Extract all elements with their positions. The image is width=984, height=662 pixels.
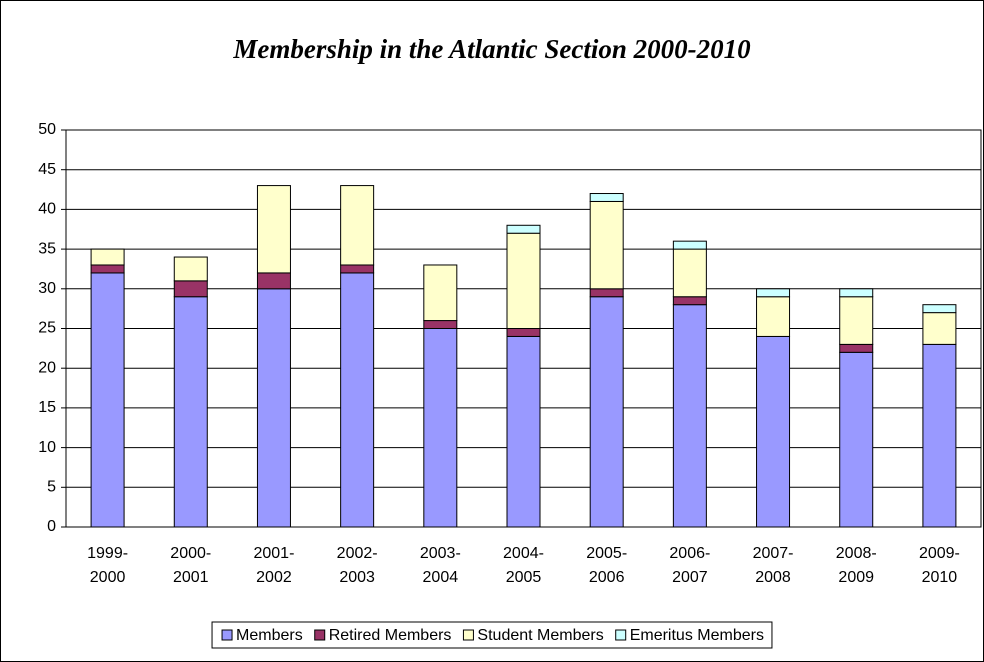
y-tick-label: 25 bbox=[38, 320, 56, 337]
chart-title: Membership in the Atlantic Section 2000-… bbox=[232, 34, 751, 64]
bar-segment bbox=[256, 185, 291, 274]
bar-segment bbox=[340, 264, 375, 274]
legend-swatch bbox=[462, 629, 474, 641]
bar-segment bbox=[756, 296, 791, 337]
bar-segment bbox=[756, 335, 791, 528]
y-tick-label: 45 bbox=[38, 161, 56, 178]
legend-label: Emeritus Members bbox=[630, 627, 764, 644]
bar-segment bbox=[756, 288, 791, 298]
y-tick-label: 0 bbox=[47, 518, 56, 535]
legend-swatch bbox=[221, 629, 233, 641]
legend-label: Retired Members bbox=[329, 627, 452, 644]
legend-label: Members bbox=[236, 627, 303, 644]
bar-segment bbox=[90, 272, 125, 528]
bar-segment bbox=[340, 185, 375, 266]
bar-segment bbox=[173, 296, 208, 528]
y-tick-label: 50 bbox=[38, 121, 56, 138]
bar-segment bbox=[423, 264, 458, 322]
bar-segment bbox=[506, 224, 541, 234]
bar-segment bbox=[589, 200, 624, 290]
x-tick-label: 2006-2007 bbox=[669, 545, 710, 586]
bar-segment bbox=[423, 320, 458, 329]
bar-segment bbox=[256, 272, 291, 290]
bar-segment bbox=[922, 343, 957, 528]
x-tick-label: 2005-2006 bbox=[586, 545, 627, 586]
x-tick-label: 2008-2009 bbox=[836, 545, 877, 586]
bar-segment bbox=[922, 304, 957, 314]
y-tick-label: 15 bbox=[38, 399, 56, 416]
x-tick-label: 2004-2005 bbox=[503, 545, 544, 586]
bar-segment bbox=[839, 288, 874, 298]
legend-swatch bbox=[314, 629, 326, 641]
bar-segment bbox=[922, 312, 957, 345]
bar-segment bbox=[506, 232, 541, 329]
bar-segment bbox=[423, 328, 458, 528]
x-tick-label: 2003-2004 bbox=[420, 545, 461, 586]
y-tick-label: 40 bbox=[38, 201, 56, 218]
x-tick-label: 2000-2001 bbox=[170, 545, 211, 586]
x-tick-label: 2002-2003 bbox=[337, 545, 378, 586]
bar-segment bbox=[589, 193, 624, 202]
y-tick-label: 10 bbox=[38, 439, 56, 456]
x-tick-label: 2001-2002 bbox=[253, 545, 294, 586]
legend-label: Student Members bbox=[477, 627, 603, 644]
bar-segment bbox=[672, 296, 707, 306]
bar-segment bbox=[672, 240, 707, 250]
bar-segment bbox=[839, 343, 874, 353]
x-tick-label: 1999-2000 bbox=[87, 545, 128, 586]
legend-swatch bbox=[615, 629, 627, 641]
legend-box bbox=[211, 621, 773, 649]
bar-segment bbox=[173, 256, 208, 282]
bar-segment bbox=[672, 304, 707, 528]
bar-segment bbox=[672, 248, 707, 298]
y-tick-label: 30 bbox=[38, 280, 56, 297]
bar-segment bbox=[589, 296, 624, 528]
bar-segment bbox=[256, 288, 291, 528]
bar-segment bbox=[839, 351, 874, 528]
bar-segment bbox=[90, 264, 125, 274]
bar-segment bbox=[589, 288, 624, 298]
bar-segment bbox=[173, 280, 208, 298]
y-tick-label: 5 bbox=[47, 479, 56, 496]
y-tick-label: 20 bbox=[38, 359, 56, 376]
bar-segment bbox=[506, 335, 541, 528]
x-tick-label: 2007-2008 bbox=[753, 545, 794, 586]
bar-segment bbox=[506, 328, 541, 337]
x-tick-label: 2009-2010 bbox=[919, 545, 960, 586]
bar-segment bbox=[839, 296, 874, 345]
bar-segment bbox=[90, 248, 125, 266]
y-tick-label: 35 bbox=[38, 240, 56, 257]
bar-segment bbox=[340, 272, 375, 528]
